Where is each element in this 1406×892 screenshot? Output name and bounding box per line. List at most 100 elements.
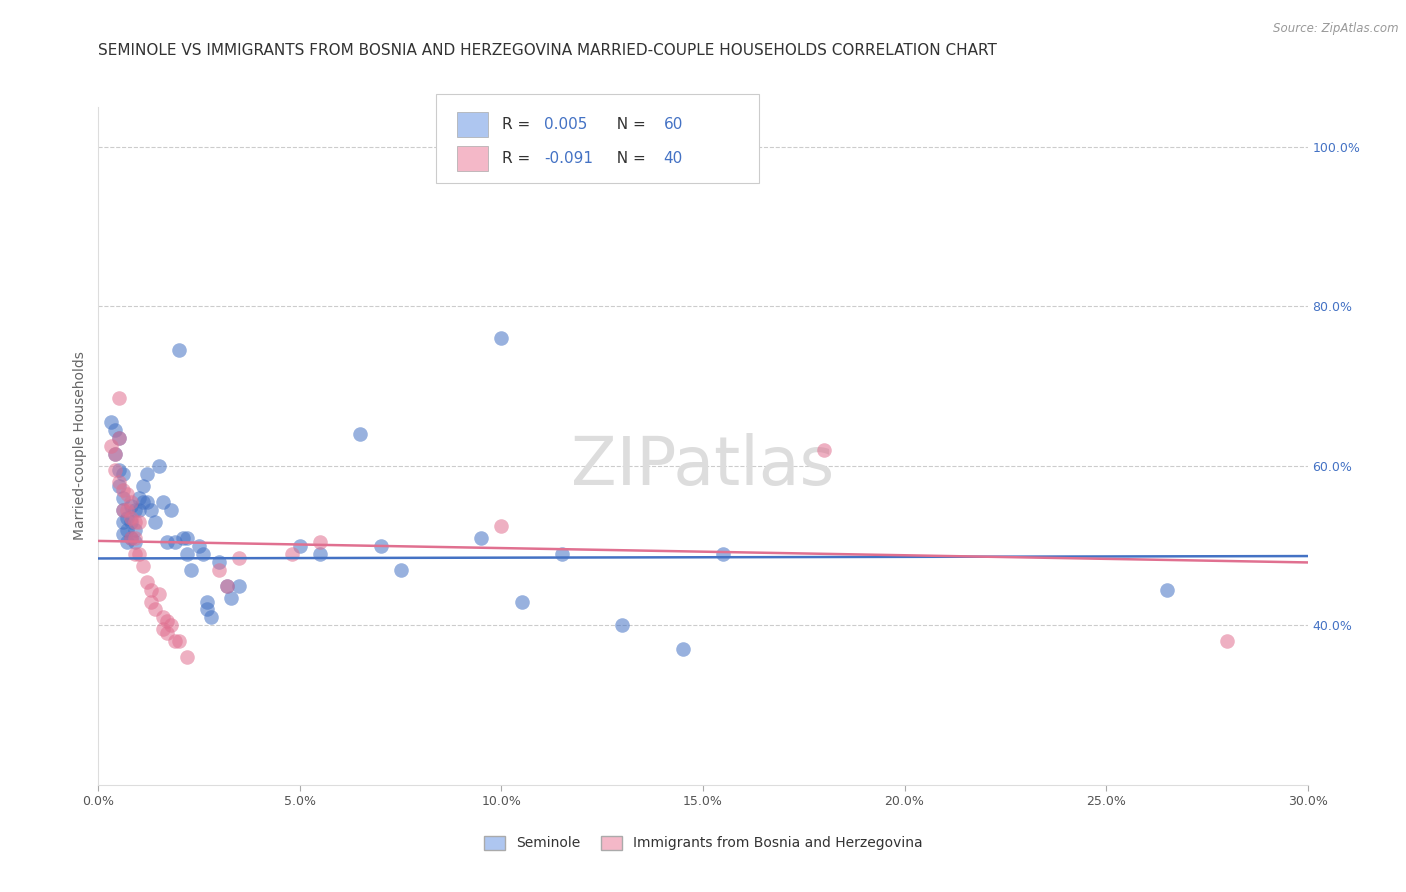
Point	[813, 442, 835, 457]
Point	[111, 491, 134, 505]
Point	[100, 415, 122, 429]
Point	[195, 594, 218, 608]
Point	[176, 531, 198, 545]
Point	[163, 534, 186, 549]
Point	[228, 578, 250, 592]
Point	[124, 531, 146, 545]
Point	[107, 463, 129, 477]
Point	[107, 431, 129, 445]
Point	[111, 526, 134, 541]
Point	[120, 515, 142, 529]
Point	[309, 534, 332, 549]
Y-axis label: Married-couple Households: Married-couple Households	[73, 351, 87, 541]
Point	[139, 594, 162, 608]
Point	[156, 615, 179, 629]
Point	[152, 623, 174, 637]
Point	[124, 515, 146, 529]
Point	[1156, 582, 1178, 597]
Point	[139, 503, 162, 517]
Point	[309, 547, 332, 561]
Point	[103, 447, 125, 461]
Point	[111, 503, 134, 517]
Point	[551, 547, 574, 561]
Point	[491, 518, 513, 533]
Text: 40: 40	[664, 152, 683, 166]
Point	[208, 555, 231, 569]
Point	[389, 563, 412, 577]
Point	[143, 515, 166, 529]
Point	[128, 503, 150, 517]
Point	[148, 458, 170, 473]
Point	[124, 547, 146, 561]
Point	[156, 534, 179, 549]
Point	[103, 423, 125, 437]
Point	[221, 591, 243, 605]
Text: N =: N =	[607, 152, 651, 166]
Point	[193, 547, 215, 561]
Point	[470, 531, 492, 545]
Text: -0.091: -0.091	[544, 152, 593, 166]
Point	[132, 495, 155, 509]
Point	[281, 547, 304, 561]
Point	[111, 483, 134, 497]
Point	[135, 467, 157, 481]
Point	[111, 515, 134, 529]
Point	[160, 618, 183, 632]
Point	[103, 463, 125, 477]
Point	[612, 618, 634, 632]
Point	[120, 499, 142, 513]
Point	[217, 578, 239, 592]
Point	[132, 479, 155, 493]
Point	[160, 503, 183, 517]
Text: R =: R =	[502, 152, 536, 166]
Point	[135, 574, 157, 589]
Point	[111, 503, 134, 517]
Point	[711, 547, 734, 561]
Point	[176, 547, 198, 561]
Point	[1216, 634, 1239, 648]
Point	[217, 578, 239, 592]
Point	[510, 594, 533, 608]
Text: N =: N =	[607, 118, 651, 132]
Point	[115, 503, 138, 517]
Point	[103, 447, 125, 461]
Point	[491, 331, 513, 345]
Point	[152, 610, 174, 624]
Point	[672, 642, 695, 657]
Point	[120, 495, 142, 509]
Point	[107, 479, 129, 493]
Text: ZIPatlas: ZIPatlas	[571, 434, 835, 500]
Text: R =: R =	[502, 118, 536, 132]
Point	[349, 427, 371, 442]
Point	[163, 634, 186, 648]
Point	[111, 467, 134, 481]
Point	[139, 582, 162, 597]
Point	[288, 539, 311, 553]
Point	[120, 531, 142, 545]
Point	[115, 510, 138, 524]
Point	[188, 539, 211, 553]
Point	[195, 602, 218, 616]
Point	[120, 510, 142, 524]
Point	[156, 626, 179, 640]
Point	[172, 531, 194, 545]
Point	[370, 539, 392, 553]
Point	[128, 491, 150, 505]
Point	[152, 495, 174, 509]
Legend: Seminole, Immigrants from Bosnia and Herzegovina: Seminole, Immigrants from Bosnia and Her…	[478, 830, 928, 856]
Point	[200, 610, 222, 624]
Point	[176, 650, 198, 665]
Point	[143, 602, 166, 616]
Point	[167, 343, 190, 358]
Point	[107, 391, 129, 405]
Point	[128, 515, 150, 529]
Point	[124, 534, 146, 549]
Point	[115, 523, 138, 537]
Point	[115, 487, 138, 501]
Point	[148, 586, 170, 600]
Point	[107, 431, 129, 445]
Text: Source: ZipAtlas.com: Source: ZipAtlas.com	[1274, 22, 1399, 36]
Text: SEMINOLE VS IMMIGRANTS FROM BOSNIA AND HERZEGOVINA MARRIED-COUPLE HOUSEHOLDS COR: SEMINOLE VS IMMIGRANTS FROM BOSNIA AND H…	[98, 43, 997, 58]
Point	[180, 563, 202, 577]
Point	[128, 547, 150, 561]
